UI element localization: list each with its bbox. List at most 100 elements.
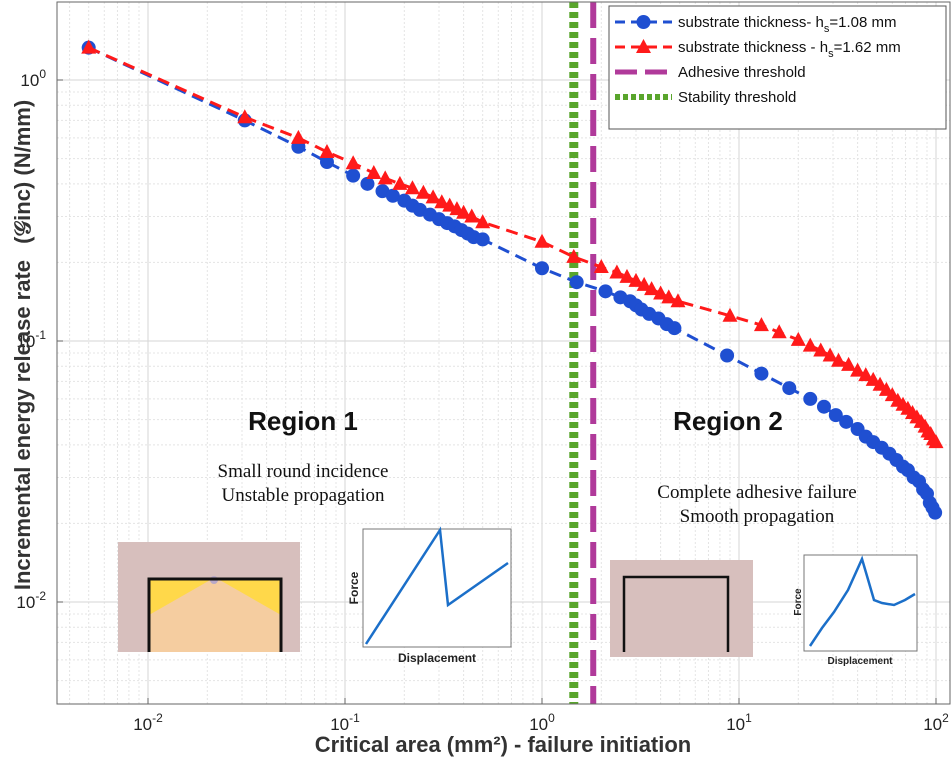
legend-label: substrate thickness - hs=1.62 mm (678, 39, 901, 60)
series1-point (319, 155, 334, 170)
y-axis-title-group: Incremental energy release rate (𝒢inc) (… (10, 100, 35, 590)
series2-point (850, 362, 866, 377)
series2-point (392, 175, 408, 190)
series2-point (425, 189, 441, 204)
series1-point (385, 188, 400, 203)
series2-point (609, 264, 625, 279)
y-tick-base: 10 (16, 332, 35, 351)
region1-line2: Unstable propagation (221, 485, 385, 506)
series1-point (803, 391, 818, 406)
region2-line2: Smooth propagation (680, 506, 835, 527)
legend-marker-circle (636, 15, 651, 29)
series1-point (598, 284, 613, 299)
series2-point (928, 434, 944, 449)
series1-point (535, 261, 549, 276)
inset1-force-label: Force (347, 571, 361, 604)
legend-label: substrate thickness- hs=1.08 mm (678, 14, 897, 35)
x-tick-base: 10 (330, 715, 349, 734)
series2-point (802, 337, 818, 352)
x-tick-label: 100 (529, 711, 555, 734)
x-tick-exp: 1 (745, 711, 752, 725)
x-axis-title: Critical area (mm²) - failure initiation (315, 732, 692, 757)
y-tick-label: 10-2 (16, 589, 46, 612)
y-tick-base: 10 (20, 71, 39, 90)
svg-text:Incremental energy release rat: Incremental energy release rate (𝒢inc) (… (10, 100, 35, 590)
series2-point (475, 214, 491, 229)
y-tick-exp: 0 (39, 67, 46, 81)
legend-item: Stability threshold (615, 89, 796, 106)
series1-point (782, 381, 797, 396)
series2-point (434, 194, 450, 209)
region2-title: Region 2 (673, 406, 783, 436)
series2-point (790, 331, 806, 346)
series1-point (828, 408, 843, 423)
series1-point (667, 321, 682, 336)
x-tick-exp: -1 (349, 711, 360, 725)
series2-point (81, 39, 97, 54)
y-tick-exp: -1 (35, 328, 46, 342)
x-tick-exp: 0 (548, 711, 555, 725)
series2-point (636, 276, 652, 291)
legend-item: substrate thickness - hs=1.62 mm (615, 39, 901, 60)
region1-schematic (118, 542, 300, 652)
x-tick-base: 10 (726, 715, 745, 734)
legend-marker-triangle (636, 39, 651, 53)
legend-label: Stability threshold (678, 89, 796, 106)
series1-point (816, 399, 831, 414)
series2-point (566, 248, 582, 263)
series2-point (722, 307, 738, 322)
threshold-lines (569, 2, 597, 704)
series2-point (753, 317, 769, 332)
legend-item: Adhesive threshold (615, 64, 806, 81)
x-axis-title-text: Critical area (mm²) - failure initiation (315, 732, 692, 757)
x-tick-label: 10-2 (133, 711, 163, 734)
y-axis-title: Incremental energy release rate (10, 260, 35, 590)
x-tick-label: 102 (923, 711, 949, 734)
series1-point (475, 232, 490, 247)
x-tick-label: 101 (726, 711, 752, 734)
x-tick-label: 10-1 (330, 711, 360, 734)
y-axis-symbol: (𝒢inc) (N/mm) (10, 100, 35, 244)
series1-point (346, 168, 361, 183)
series2-point (831, 352, 847, 367)
x-tick-exp: 2 (942, 711, 949, 725)
inset2-displacement-label: Displacement (827, 656, 893, 667)
series2-point (593, 259, 609, 274)
series2-point (237, 109, 253, 124)
y-tick-exp: -2 (35, 589, 46, 603)
inset1-displacement-label: Displacement (398, 651, 476, 665)
series1-point (928, 505, 943, 520)
region1-title: Region 1 (248, 406, 358, 436)
series2-point (813, 342, 829, 357)
series2-point (644, 281, 660, 296)
y-tick-label: 100 (20, 67, 46, 90)
x-tick-exp: -2 (152, 711, 163, 725)
y-tick-label: 10-1 (16, 328, 46, 351)
series1-point (839, 414, 854, 429)
legend-label: Adhesive threshold (678, 64, 806, 81)
region2-force-displacement-inset: Force Displacement (793, 554, 918, 667)
series2-point (319, 143, 335, 158)
series2-point (661, 289, 677, 304)
series2-point (377, 170, 393, 185)
series1-point (360, 176, 375, 191)
series2-point (464, 208, 480, 223)
x-tick-base: 10 (133, 715, 152, 734)
inset2-force-label: Force (793, 588, 804, 616)
series1-point (754, 366, 769, 381)
region2-schematic (610, 560, 753, 657)
series2-point (865, 371, 881, 386)
region1-force-displacement-inset: Force Displacement (347, 526, 512, 665)
series2-point (404, 180, 420, 195)
series-layer (81, 39, 944, 520)
series2-point (653, 285, 669, 300)
plot-frame (56, 1, 951, 705)
x-tick-base: 10 (923, 715, 942, 734)
series2-point (456, 204, 472, 219)
series2-point (345, 155, 361, 170)
series1-point (720, 348, 735, 363)
region2-line1: Complete adhesive failure (657, 482, 856, 503)
series2-point (534, 233, 550, 248)
series1-point (569, 275, 584, 290)
